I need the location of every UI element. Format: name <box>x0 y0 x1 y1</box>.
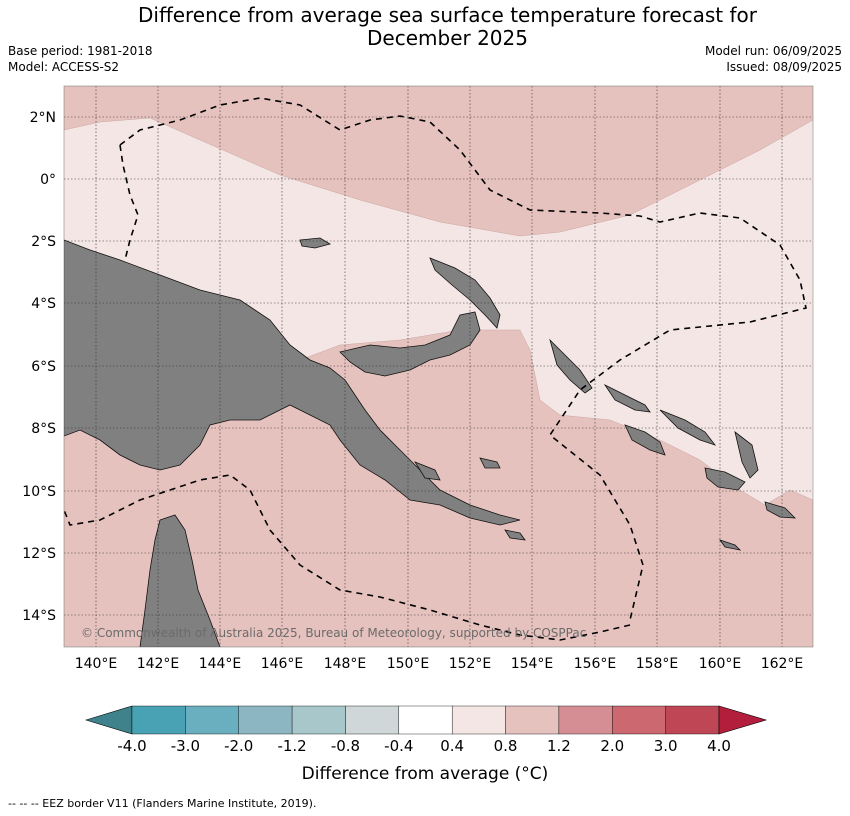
colorbar-swatch <box>612 705 666 735</box>
anomaly-band-north <box>64 86 813 237</box>
graticule <box>64 86 813 647</box>
colorbar-swatch <box>505 705 560 735</box>
latitude-label: 10°S <box>22 484 56 500</box>
colorbar <box>84 705 768 735</box>
land-louisiade <box>504 529 526 541</box>
colorbar-tick-label: 4.0 <box>707 737 731 755</box>
colorbar-tick-label: -3.0 <box>171 737 200 755</box>
colorbar-tick-label: -0.4 <box>384 737 413 755</box>
map-area: © Commonwealth of Australia 2025, Bureau… <box>64 86 813 647</box>
land-guadalcanal <box>624 424 666 456</box>
colorbar-label: Difference from average (°C) <box>301 764 549 784</box>
meta-right: Model run: 06/09/2025 Issued: 08/09/2025 <box>705 43 842 75</box>
issued-date: Issued: 08/09/2025 <box>726 60 842 74</box>
eez-legend-note: -- -- -- EEZ border V11 (Flanders Marine… <box>8 797 317 810</box>
colorbar-tick-label: 2.0 <box>600 737 624 755</box>
colorbar-tick-label: -1.2 <box>277 737 306 755</box>
longitude-label: 156°E <box>574 656 617 672</box>
base-period: Base period: 1981-2018 <box>8 44 153 58</box>
latitude-label: 2°N <box>30 110 56 126</box>
longitude-label: 144°E <box>199 656 242 672</box>
eez-border <box>64 97 807 641</box>
longitude-label: 160°E <box>699 656 742 672</box>
longitude-labels: 140°E 142°E 144°E 146°E 148°E 150°E 152°E 154°E… <box>75 656 804 672</box>
colorbar-swatch <box>185 705 239 735</box>
colorbar-swatch <box>345 705 400 735</box>
longitude-label: 152°E <box>449 656 492 672</box>
title-line-1: Difference from average sea surface temp… <box>137 3 757 27</box>
longitude-label: 150°E <box>387 656 430 672</box>
meta-left: Base period: 1981-2018 Model: ACCESS-S2 <box>8 43 153 75</box>
land-manus <box>299 237 332 249</box>
colorbar-tick-label: 0.4 <box>440 737 464 755</box>
latitude-label: 6°S <box>31 359 56 375</box>
longitude-label: 146°E <box>261 656 304 672</box>
map-title: Difference from average sea surface temp… <box>60 4 835 50</box>
colorbar-swatch <box>291 705 346 735</box>
colorbar-tick-label: 0.8 <box>494 737 518 755</box>
land-malaita-south <box>734 431 759 479</box>
land-makira <box>704 467 746 491</box>
latitude-label: 0° <box>40 172 56 188</box>
colorbar-swatch <box>665 705 720 735</box>
map-frame <box>63 85 814 648</box>
latitude-label: 14°S <box>22 608 56 624</box>
land-cape-york <box>139 514 221 647</box>
land-trobriand <box>479 457 501 469</box>
colorbar-extend-low <box>84 705 133 735</box>
copyright-text: © Commonwealth of Australia 2025, Bureau… <box>81 626 586 640</box>
title-line-2: December 2025 <box>367 26 528 50</box>
longitude-label: 154°E <box>511 656 554 672</box>
colorbar-tick-label: -4.0 <box>117 737 146 755</box>
latitude-labels: 2°N 0° 2°S 4°S 6°S 8°S 10°S 12°S 14°S <box>22 110 56 624</box>
latitude-label: 4°S <box>31 296 56 312</box>
colorbar-tick-label: -2.0 <box>224 737 253 755</box>
longitude-label: 158°E <box>636 656 679 672</box>
colorbar-tick-label: 3.0 <box>654 737 678 755</box>
model-run: Model run: 06/09/2025 <box>704 44 842 58</box>
colorbar-swatch <box>131 705 186 735</box>
colorbar-swatch <box>451 705 506 735</box>
longitude-label: 140°E <box>75 656 118 672</box>
colorbar-swatch <box>238 705 293 735</box>
latitude-label: 8°S <box>31 421 56 437</box>
land-small-island <box>718 539 742 551</box>
latitude-label: 12°S <box>22 546 56 562</box>
latitude-label: 2°S <box>31 234 56 250</box>
colorbar-ticks: -4.0 -3.0 -2.0 -1.2 -0.8 -0.4 0.4 0.8 1.2 2.0 3.0 4… <box>117 737 731 755</box>
land-new-britain <box>339 311 481 377</box>
longitude-label: 142°E <box>137 656 180 672</box>
land-bougainville <box>549 338 593 394</box>
colorbar-tick-label: 1.2 <box>547 737 571 755</box>
colorbar-extend-high <box>718 705 768 735</box>
land-dentrecasteaux <box>414 461 441 481</box>
colorbar-swatch <box>558 705 613 735</box>
land-new-guinea <box>64 239 521 526</box>
land-new-ireland <box>429 257 501 329</box>
colorbar-tick-label: -0.8 <box>331 737 360 755</box>
model-name: Model: ACCESS-S2 <box>8 60 120 74</box>
colorbar-swatch <box>398 705 453 735</box>
land-rennell <box>764 501 797 519</box>
land-choiseul <box>603 383 651 413</box>
longitude-label: 162°E <box>761 656 804 672</box>
longitude-label: 148°E <box>324 656 367 672</box>
